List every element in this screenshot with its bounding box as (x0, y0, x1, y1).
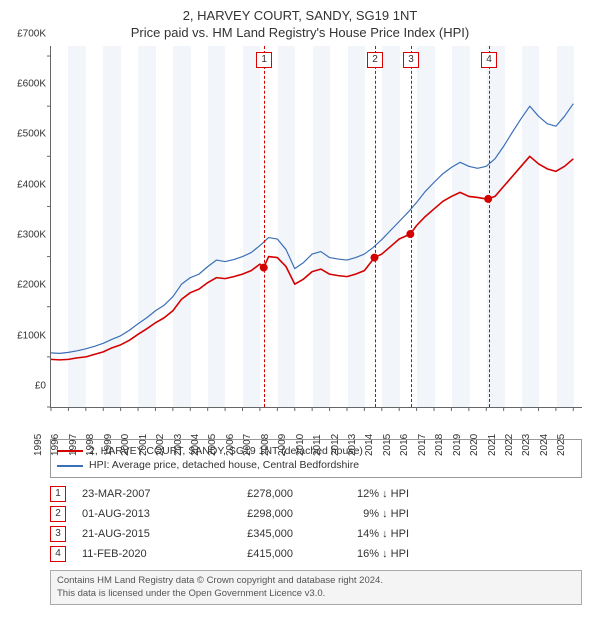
footer-attribution: Contains HM Land Registry data © Crown c… (50, 570, 582, 605)
footer-line2: This data is licensed under the Open Gov… (57, 588, 575, 600)
x-tick-label: 2006 (225, 434, 236, 456)
sales-index-box: 1 (50, 486, 66, 502)
x-tick-label: 2021 (487, 434, 498, 456)
x-tick-label: 2022 (504, 434, 515, 456)
y-tick-label: £400K (17, 179, 46, 190)
x-tick-label: 2020 (469, 434, 480, 456)
sales-price: £345,000 (213, 528, 293, 540)
sales-diff: 16% ↓ HPI (309, 548, 409, 560)
plot-area: 1 2 3 4 (50, 46, 582, 408)
sales-date: 01-AUG-2013 (82, 508, 197, 520)
x-tick-label: 2015 (382, 434, 393, 456)
sale-marker-box: 4 (481, 52, 497, 68)
x-tick-label: 2002 (155, 434, 166, 456)
x-tick-label: 2000 (120, 434, 131, 456)
legend-swatch (57, 465, 83, 467)
y-tick-label: £0 (35, 380, 46, 391)
sales-date: 11-FEB-2020 (82, 548, 197, 560)
y-tick-label: £200K (17, 280, 46, 291)
sales-row: 2 01-AUG-2013 £298,000 9% ↓ HPI (50, 504, 582, 524)
x-tick-label: 2011 (312, 434, 323, 456)
title-line1: 2, HARVEY COURT, SANDY, SG19 1NT (12, 8, 588, 25)
sales-price: £278,000 (213, 488, 293, 500)
x-tick-label: 1995 (33, 434, 44, 456)
footer-line1: Contains HM Land Registry data © Crown c… (57, 575, 575, 587)
legend-label: HPI: Average price, detached house, Cent… (89, 458, 359, 473)
sales-index-box: 4 (50, 546, 66, 562)
title-line2: Price paid vs. HM Land Registry's House … (12, 25, 588, 42)
sales-index-box: 3 (50, 526, 66, 542)
x-tick-label: 2019 (452, 434, 463, 456)
sales-date: 23-MAR-2007 (82, 488, 197, 500)
y-axis: £0£100K£200K£300K£400K£500K£600K£700K (12, 46, 48, 408)
x-tick-label: 2010 (295, 434, 306, 456)
y-tick-label: £600K (17, 79, 46, 90)
x-tick-label: 2023 (521, 434, 532, 456)
sales-diff: 12% ↓ HPI (309, 488, 409, 500)
x-tick-label: 2018 (434, 434, 445, 456)
x-tick-label: 2012 (330, 434, 341, 456)
sales-table: 1 23-MAR-2007 £278,000 12% ↓ HPI 2 01-AUG-201… (50, 484, 582, 564)
x-tick-label: 2009 (277, 434, 288, 456)
sale-marker-line (264, 46, 265, 407)
y-tick-label: £100K (17, 330, 46, 341)
sale-marker-box: 3 (403, 52, 419, 68)
y-tick-label: £300K (17, 229, 46, 240)
y-tick-label: £700K (17, 28, 46, 39)
sale-marker-line (411, 46, 412, 407)
sales-price: £298,000 (213, 508, 293, 520)
x-tick-label: 1997 (68, 434, 79, 456)
sales-row: 3 21-AUG-2015 £345,000 14% ↓ HPI (50, 524, 582, 544)
x-tick-label: 2007 (242, 434, 253, 456)
sale-marker-box: 2 (367, 52, 383, 68)
x-tick-label: 1998 (85, 434, 96, 456)
x-tick-label: 2003 (173, 434, 184, 456)
x-tick-label: 2004 (190, 434, 201, 456)
x-tick-label: 2001 (138, 434, 149, 456)
x-tick-label: 2025 (556, 434, 567, 456)
x-tick-label: 1996 (50, 434, 61, 456)
sales-diff: 9% ↓ HPI (309, 508, 409, 520)
sales-row: 4 11-FEB-2020 £415,000 16% ↓ HPI (50, 544, 582, 564)
legend-row: HPI: Average price, detached house, Cent… (57, 458, 575, 473)
sales-diff: 14% ↓ HPI (309, 528, 409, 540)
x-tick-label: 2008 (260, 434, 271, 456)
series-line-price_paid (51, 156, 573, 360)
x-tick-label: 2024 (539, 434, 550, 456)
sales-index-box: 2 (50, 506, 66, 522)
x-tick-label: 2017 (417, 434, 428, 456)
y-tick-label: £500K (17, 129, 46, 140)
sales-price: £415,000 (213, 548, 293, 560)
sales-date: 21-AUG-2015 (82, 528, 197, 540)
x-tick-label: 2005 (207, 434, 218, 456)
x-axis: 1995199619971998199920002001200220032004… (50, 408, 582, 436)
x-tick-label: 1999 (103, 434, 114, 456)
x-tick-label: 2016 (399, 434, 410, 456)
x-tick-label: 2013 (347, 434, 358, 456)
series-line-hpi (51, 103, 573, 353)
sale-marker-box: 1 (256, 52, 272, 68)
chart-title: 2, HARVEY COURT, SANDY, SG19 1NT Price p… (12, 8, 588, 42)
x-tick-label: 2014 (364, 434, 375, 456)
sales-row: 1 23-MAR-2007 £278,000 12% ↓ HPI (50, 484, 582, 504)
sale-marker-line (375, 46, 376, 407)
sale-marker-line (489, 46, 490, 407)
chart-area: £0£100K£200K£300K£400K£500K£600K£700K 12… (50, 46, 582, 436)
